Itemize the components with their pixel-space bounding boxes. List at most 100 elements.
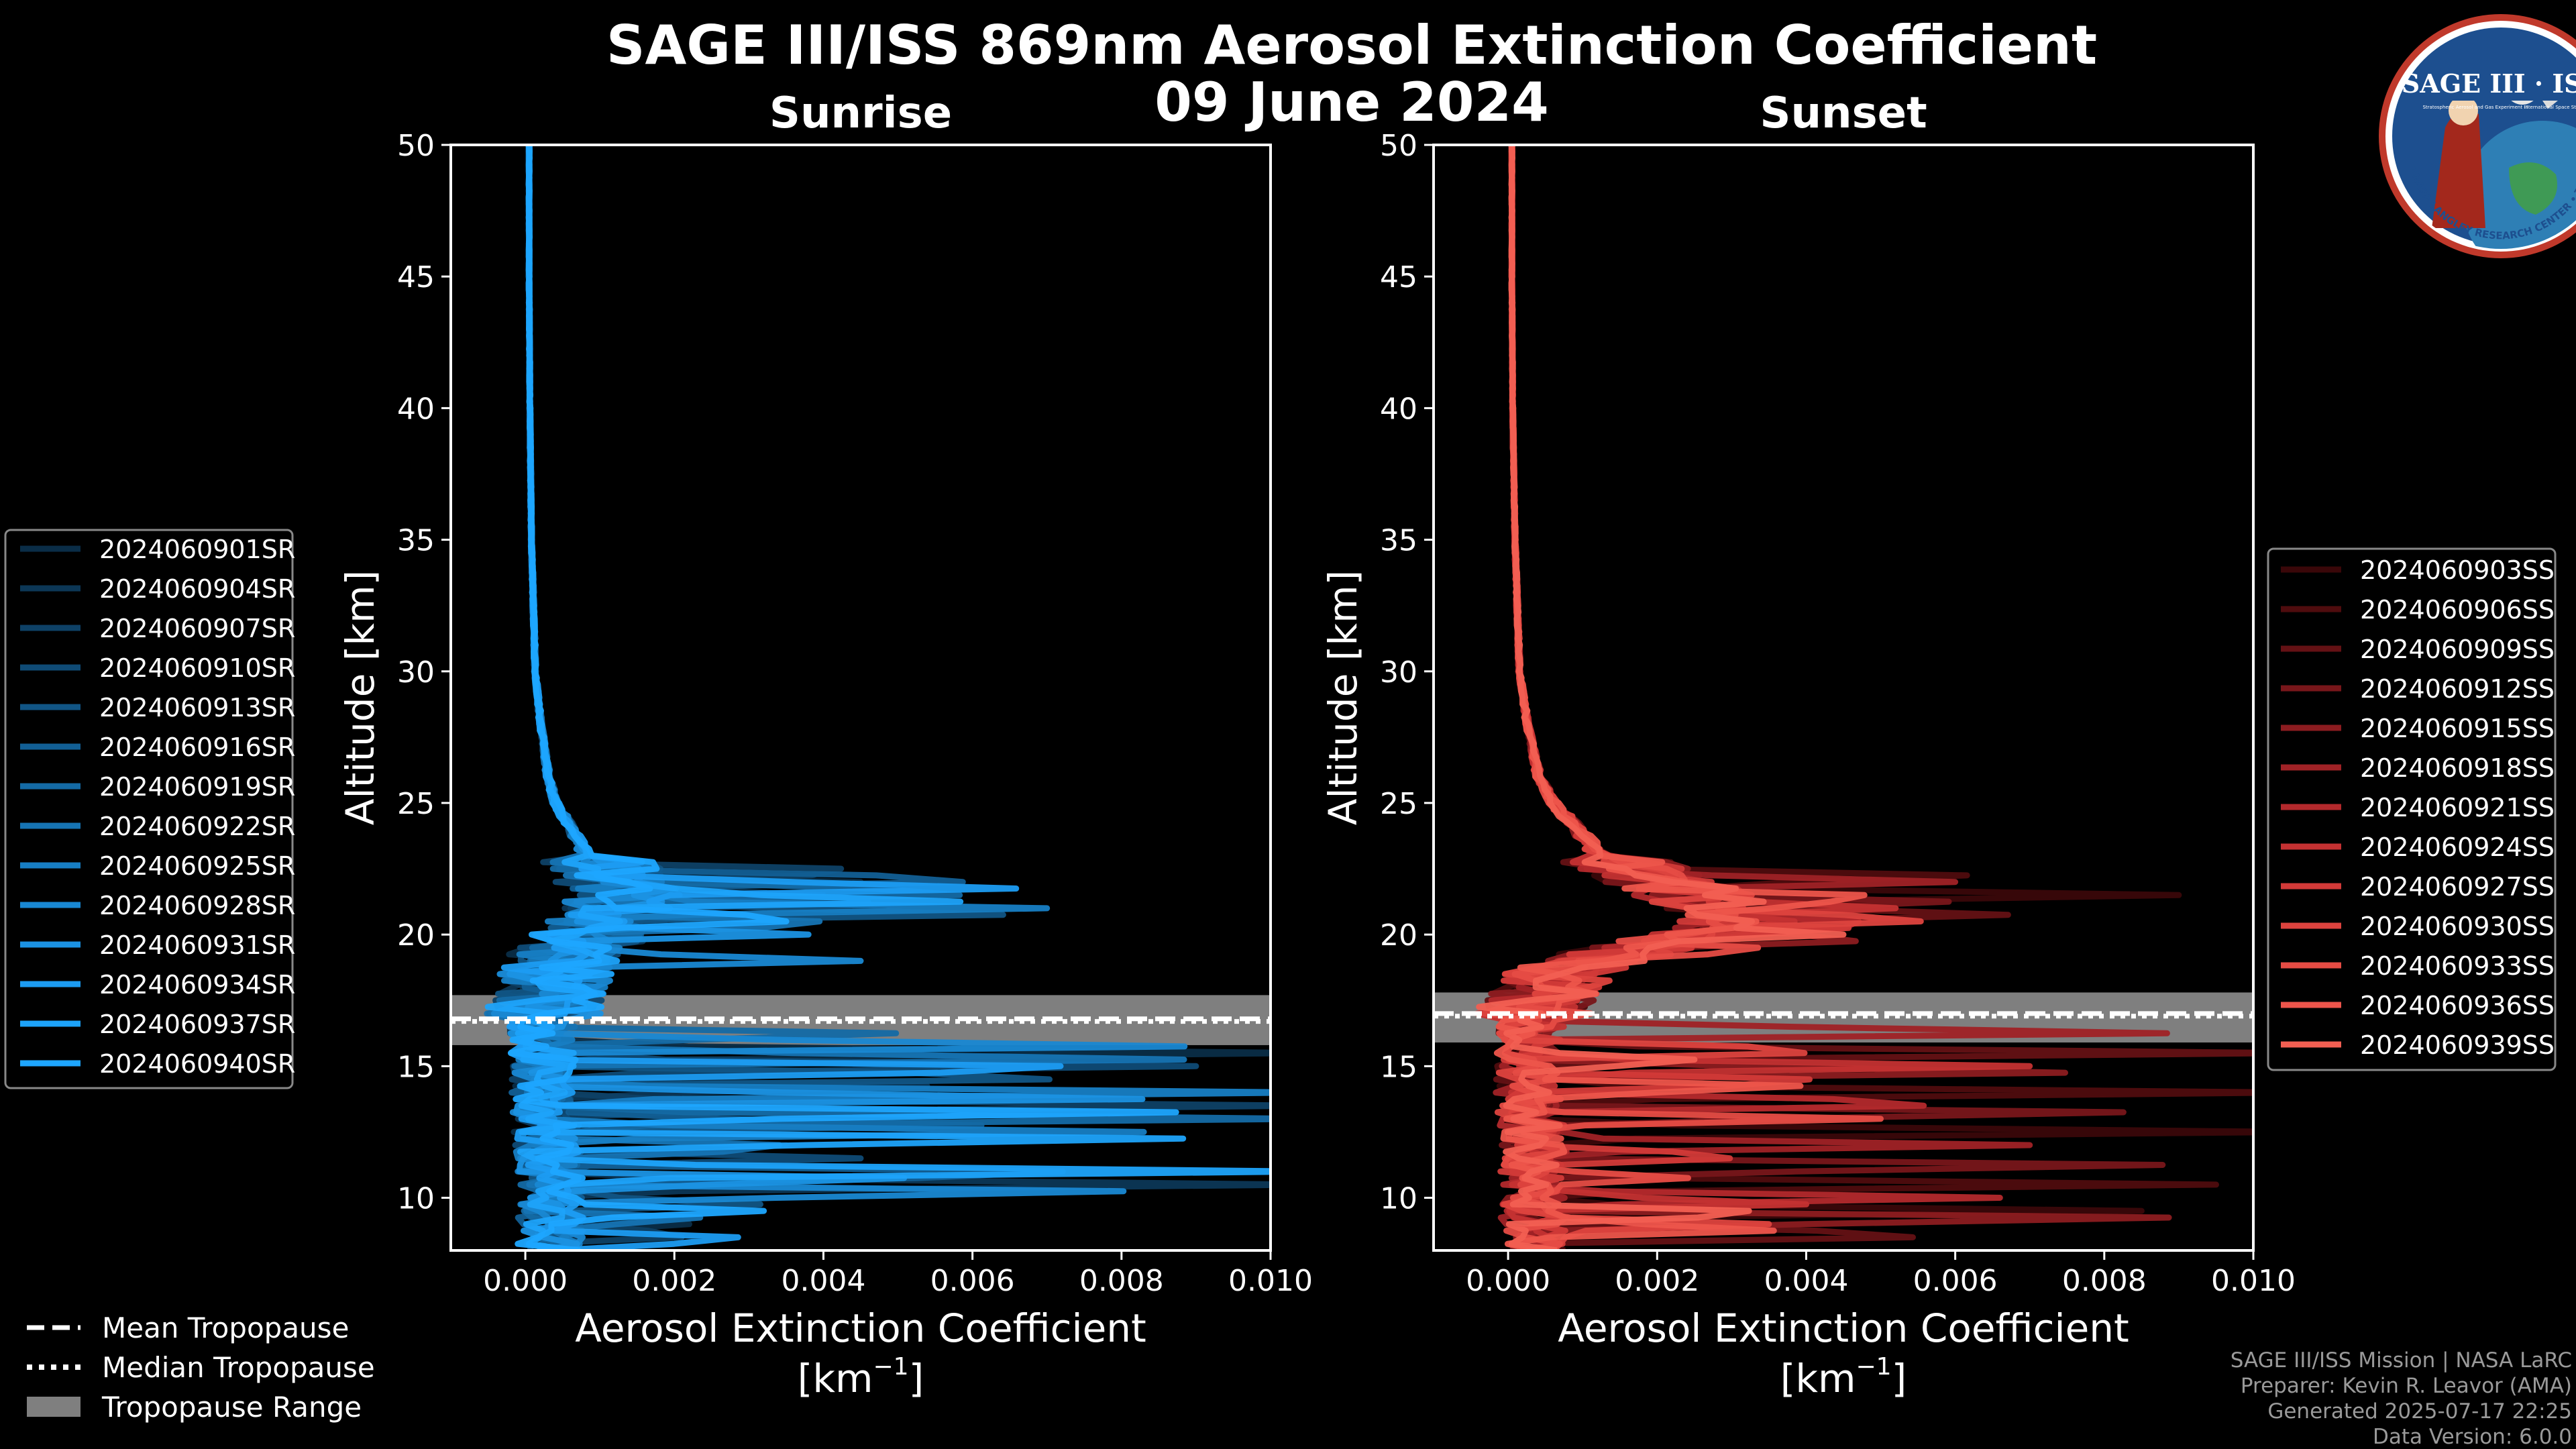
logo-small-right: International Space Station — [2524, 105, 2576, 110]
sunset-ytick-label: 35 — [1380, 524, 1417, 558]
sunrise-legend-label: 2024060907SR — [99, 614, 295, 643]
sunset-legend-label: 2024060921SS — [2360, 793, 2555, 822]
sunset-plot: 0.000 0.002 0.004 0.006 0.008 0.010 10 15 20 25 30… — [1320, 129, 2296, 1401]
sunrise-xtick-label: 0.004 — [781, 1264, 865, 1298]
credits: SAGE III/ISS Mission | NASA LaRC Prepare… — [2231, 1348, 2572, 1449]
sunrise-profile-2024060940SR — [508, 145, 1179, 1250]
logo-small-left: Stratospheric Aerosol and Gas Experiment… — [2422, 105, 2528, 110]
credit-generated: Generated 2025-07-17 22:25 — [2267, 1399, 2572, 1424]
sunset-legend-label: 2024060918SS — [2360, 753, 2555, 783]
sunset-ytick-label: 45 — [1380, 260, 1417, 294]
sunrise-legend-label: 2024060940SR — [99, 1049, 295, 1079]
sunset-profile-2024060939SS — [1476, 145, 1847, 1250]
sunset-ticks: 0.000 0.002 0.004 0.006 0.008 0.010 10 15 20 25 30… — [1380, 129, 2296, 1298]
sunrise-profiles — [451, 145, 1271, 1250]
sunset-legend-label: 2024060903SS — [2360, 555, 2555, 585]
sunset-ytick-label: 20 — [1380, 918, 1417, 953]
credit-data-version: Data Version: 6.0.0 — [2373, 1425, 2572, 1449]
sunrise-legend-label: 2024060919SR — [99, 772, 295, 802]
logo-banner — [2419, 66, 2576, 101]
sunrise-xtick-label: 0.008 — [1079, 1264, 1164, 1298]
sunset-legend-label: 2024060924SS — [2360, 833, 2555, 862]
sunset-xtick-label: 0.002 — [1615, 1264, 1699, 1298]
sunset-ytick-label: 40 — [1380, 392, 1417, 426]
sunrise-ytick-label: 45 — [397, 260, 435, 294]
sunrise-legend-label: 2024060928SR — [99, 891, 295, 920]
sunrise-legend-label: 2024060937SR — [99, 1010, 295, 1039]
credit-preparer: Preparer: Kevin R. Leavor (AMA) — [2241, 1374, 2572, 1398]
sunrise-ytick-label: 15 — [397, 1050, 435, 1084]
sunset-legend-label: 2024060936SS — [2360, 991, 2555, 1020]
sunrise-plot: 0.000 0.002 0.004 0.006 0.008 0.010 10 15 20 25 30… — [337, 129, 1313, 1401]
tropopause-range-label: Tropopause Range — [101, 1391, 362, 1424]
sunset-units-base: [km — [1780, 1356, 1856, 1401]
sunrise-ytick-label: 25 — [397, 787, 435, 821]
sunset-profile-2024060906SS — [1489, 145, 2253, 1250]
tropopause-legend: Mean Tropopause Median Tropopause Tropop… — [27, 1311, 375, 1424]
sunset-ytick-label: 15 — [1380, 1050, 1417, 1084]
sunrise-units-exp: −1 — [873, 1353, 909, 1381]
sunset-legend: 2024060903SS 2024060906SS 2024060909SS 2024… — [2267, 547, 2557, 1071]
sunset-xlabel-units: [km−1] — [1780, 1353, 1907, 1401]
sunset-legend-label: 2024060915SS — [2360, 714, 2555, 743]
sunset-ytick-label: 50 — [1380, 129, 1417, 163]
sunrise-legend-label: 2024060901SR — [99, 535, 295, 564]
sunrise-ytick-label: 10 — [397, 1182, 435, 1216]
sunrise-ytick-label: 40 — [397, 392, 435, 426]
sunset-panel-title: Sunset — [1760, 89, 1927, 138]
sunrise-legend-label: 2024060931SR — [99, 930, 295, 960]
sunset-legend-label: 2024060939SS — [2360, 1030, 2555, 1060]
sunrise-ytick-label: 30 — [397, 655, 435, 690]
sunset-xtick-label: 0.006 — [1913, 1264, 1998, 1298]
median-tropopause-label: Median Tropopause — [102, 1351, 375, 1384]
sunset-ytick-label: 10 — [1380, 1182, 1417, 1216]
sunset-legend-label: 2024060906SS — [2360, 595, 2555, 625]
sunset-legend-label: 2024060912SS — [2360, 674, 2555, 704]
sunrise-xtick-label: 0.002 — [632, 1264, 716, 1298]
sunrise-xlabel-units: [km−1] — [798, 1353, 924, 1401]
figure-title: SAGE III/ISS 869nm Aerosol Extinction Co… — [606, 14, 2097, 76]
logo-continent-icon — [2509, 162, 2557, 215]
sunrise-legend-label: 2024060910SR — [99, 653, 295, 683]
sunset-ytick-label: 30 — [1380, 655, 1417, 690]
sunrise-ytick-label: 20 — [397, 918, 435, 953]
logo-face-icon — [2449, 96, 2478, 125]
sunrise-panel-title: Sunrise — [769, 89, 952, 138]
sunrise-legend-label: 2024060925SR — [99, 851, 295, 881]
sunrise-legend-label: 2024060904SR — [99, 574, 295, 604]
sunrise-legend-label: 2024060934SR — [99, 970, 295, 1000]
sunset-legend-label: 2024060909SS — [2360, 635, 2555, 664]
sunrise-ytick-label: 50 — [397, 129, 435, 163]
sunrise-xtick-label: 0.006 — [930, 1264, 1015, 1298]
sunrise-legend: 2024060901SR 2024060904SR 2024060907SR 2024… — [4, 529, 295, 1089]
sunset-units-exp: −1 — [1856, 1353, 1892, 1381]
sunset-xtick-label: 0.008 — [2062, 1264, 2147, 1298]
sunrise-ticks: 0.000 0.002 0.004 0.006 0.008 0.010 10 15 20 25 30… — [397, 129, 1313, 1298]
sunrise-units-base: [km — [798, 1356, 873, 1401]
logo-top-text: SAGE III · ISS — [2402, 68, 2576, 99]
sunrise-xtick-label: 0.000 — [483, 1264, 568, 1298]
sunrise-xlabel: Aerosol Extinction Coefficient — [575, 1305, 1146, 1351]
sunset-ytick-label: 25 — [1380, 787, 1417, 821]
sunrise-legend-label: 2024060916SR — [99, 733, 295, 762]
sunrise-ytick-label: 35 — [397, 524, 435, 558]
tropopause-range-swatch — [27, 1397, 80, 1417]
sunset-xtick-label: 0.010 — [2211, 1264, 2296, 1298]
mean-tropopause-label: Mean Tropopause — [102, 1311, 349, 1344]
sunrise-legend-label: 2024060922SR — [99, 812, 295, 841]
sunrise-legend-label: 2024060913SR — [99, 693, 295, 722]
sunset-legend-label: 2024060930SS — [2360, 912, 2555, 941]
logo-figure-icon — [2432, 109, 2485, 228]
sunset-axes-frame — [1432, 144, 2255, 1252]
figure-date: 09 June 2024 — [1155, 71, 1549, 133]
sunset-legend-frame — [2267, 547, 2557, 1071]
credit-mission: SAGE III/ISS Mission | NASA LaRC — [2231, 1348, 2572, 1373]
sunrise-xtick-label: 0.010 — [1228, 1264, 1313, 1298]
sunset-ylabel: Altitude [km] — [1320, 570, 1366, 825]
sunset-profiles — [1434, 145, 2253, 1250]
sunset-legend-label: 2024060927SS — [2360, 872, 2555, 902]
sunrise-ylabel: Altitude [km] — [337, 570, 383, 825]
sunset-xtick-label: 0.000 — [1466, 1264, 1550, 1298]
sunset-legend-label: 2024060933SS — [2360, 951, 2555, 981]
